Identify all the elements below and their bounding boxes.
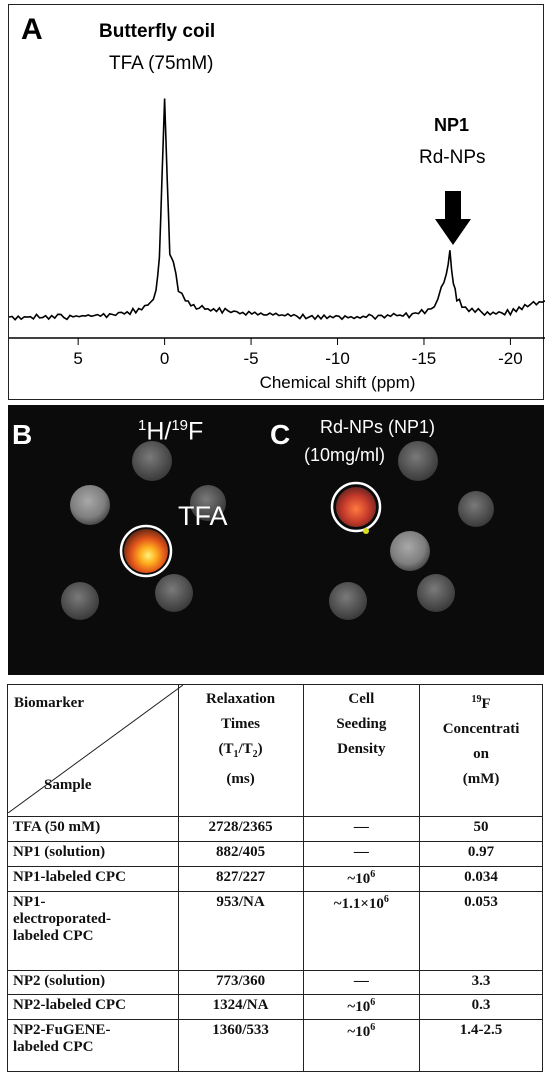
phantom-well-np1-hotspot [336, 487, 376, 527]
x-tick-label: -20 [498, 349, 523, 368]
concentration-label: (10mg/ml) [304, 445, 386, 465]
header-biomarker: Biomarker [14, 695, 84, 711]
nuclei-label: 1H/19F [138, 417, 204, 446]
header-concentration: 19F Concentrati on (mM) [419, 683, 543, 818]
header-density: Cell Seeding Density [302, 683, 421, 818]
sample-np1-electroporated: NP1- electroporated- labeled CPC [7, 890, 179, 971]
table-row: NP2-FuGENE- labeled CPC 1360/533 ~106 1.… [7, 1019, 543, 1072]
table-row: NP1 (solution) 882/405 — 0.97 [7, 841, 543, 868]
sample-np2-fugene: NP2-FuGENE- labeled CPC [7, 1019, 179, 1072]
x-tick-label: 0 [159, 349, 170, 368]
table-row: NP2 (solution) 773/360 — 3.3 [7, 969, 543, 996]
phantom-well [398, 441, 438, 481]
phantom-well [70, 485, 110, 525]
relaxation-table: Biomarker Sample Relaxation Times (T1/T2… [7, 683, 543, 1072]
spectrum-chart [9, 98, 545, 345]
panel-letter-b: B [12, 419, 33, 450]
x-tick-label: -10 [325, 349, 350, 368]
np1-spot [363, 528, 369, 534]
x-axis-label: Chemical shift (ppm) [259, 373, 416, 392]
peak-label-np1: NP1 [434, 115, 470, 135]
phantom-well [458, 491, 494, 527]
arrow-down-icon [435, 191, 471, 245]
table-row: NP1-labeled CPC 827/227 ~106 0.034 [7, 866, 543, 892]
panel-a-spectrum: A Butterfly coil TFA (75mM) NP1 Rd-NPs 5… [8, 4, 545, 400]
phantom-well-tfa-hotspot [124, 529, 168, 573]
phantom-well [329, 582, 367, 620]
header-biomarker-sample: Biomarker Sample [7, 683, 183, 818]
phantom-well [417, 574, 455, 612]
panel-a-subtitle: TFA (75mM) [109, 53, 214, 74]
rdnps-label: Rd-NPs (NP1) [320, 417, 436, 437]
panel-letter-c: C [270, 419, 291, 450]
spectrum-series-line [9, 98, 545, 321]
phantom-well [390, 531, 430, 571]
table-row: TFA (50 mM) 2728/2365 — 50 [7, 816, 543, 843]
tfa-label: TFA [178, 501, 228, 531]
peak-label-rdnps: Rd-NPs [419, 147, 486, 168]
highlight-circle [330, 481, 382, 533]
phantom-well [132, 441, 172, 481]
phantom-well [61, 582, 99, 620]
mri-phantom-image [61, 441, 494, 620]
highlight-circle [119, 524, 173, 578]
x-tick-label: 5 [73, 349, 83, 368]
header-relaxation: Relaxation Times (T1/T2) (ms) [177, 683, 304, 818]
header-sample: Sample [44, 777, 92, 793]
x-tick-label: -15 [411, 349, 437, 368]
table-row: NP2-labeled CPC 1324/NA ~106 0.3 [7, 994, 543, 1021]
phantom-well [155, 574, 193, 612]
panel-bc-mri-image: B 1H/19F TFA C Rd-NPs (NP1) (10mg/ml) [8, 405, 544, 675]
phantom-well [190, 485, 226, 521]
panel-letter-a: A [21, 13, 43, 46]
x-tick-label: -5 [243, 349, 259, 368]
table-row: NP1- electroporated- labeled CPC 953/NA … [7, 890, 543, 971]
panel-a-title: Butterfly coil [99, 21, 216, 42]
